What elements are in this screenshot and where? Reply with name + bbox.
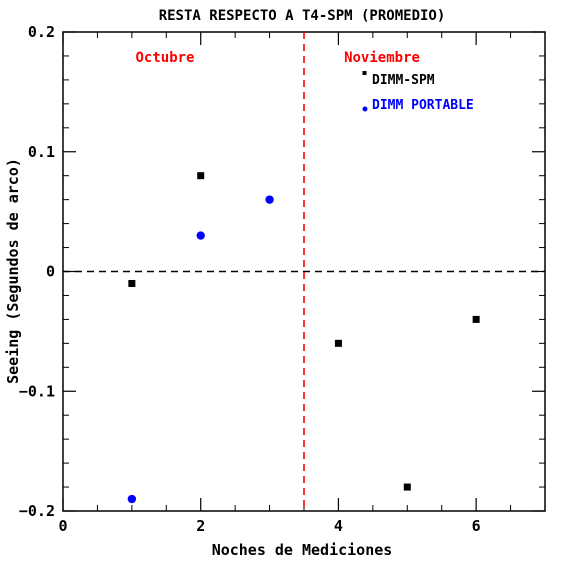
x-tick-label: 2 bbox=[196, 517, 205, 535]
legend-marker-dimm-spm bbox=[362, 71, 367, 75]
point-dimm-portable bbox=[265, 195, 274, 204]
x-tick-label: 0 bbox=[58, 517, 67, 535]
reference-lines bbox=[63, 32, 545, 511]
annotation-noviembre: Noviembre bbox=[344, 50, 420, 66]
point-dimm-portable bbox=[196, 231, 205, 240]
legend-label-dimm-portable: DIMM PORTABLE bbox=[372, 98, 474, 113]
y-tick-label: 0 bbox=[46, 263, 55, 281]
legend: DIMM-SPM DIMM PORTABLE bbox=[362, 71, 474, 113]
y-tick-label: 0.1 bbox=[28, 143, 55, 161]
point-dimm-spm bbox=[472, 315, 480, 323]
y-axis-label: Seeing (Segundos de arco) bbox=[4, 158, 22, 384]
y-tick-label: 0.2 bbox=[28, 23, 55, 41]
legend-label-dimm-spm: DIMM-SPM bbox=[372, 73, 435, 88]
x-tick-label: 6 bbox=[472, 517, 481, 535]
y-tick-label: −0.2 bbox=[19, 502, 55, 520]
point-dimm-portable bbox=[127, 494, 137, 504]
x-tick-label: 4 bbox=[334, 517, 343, 535]
legend-marker-dimm-portable bbox=[362, 106, 368, 112]
point-dimm-spm bbox=[334, 339, 342, 347]
x-axis-label: Noches de Mediciones bbox=[212, 541, 393, 559]
y-tick-label: −0.1 bbox=[19, 382, 55, 400]
point-dimm-spm bbox=[128, 279, 136, 287]
data-points bbox=[127, 172, 480, 504]
point-dimm-spm bbox=[403, 483, 411, 491]
annotation-octubre: Octubre bbox=[135, 50, 194, 66]
point-dimm-spm bbox=[197, 172, 205, 180]
axis-ticks: 0 2 4 6 −0.2 −0.1 0 0.1 0.2 bbox=[19, 23, 545, 535]
chart-title: RESTA RESPECTO A T4-SPM (PROMEDIO) bbox=[159, 8, 446, 24]
